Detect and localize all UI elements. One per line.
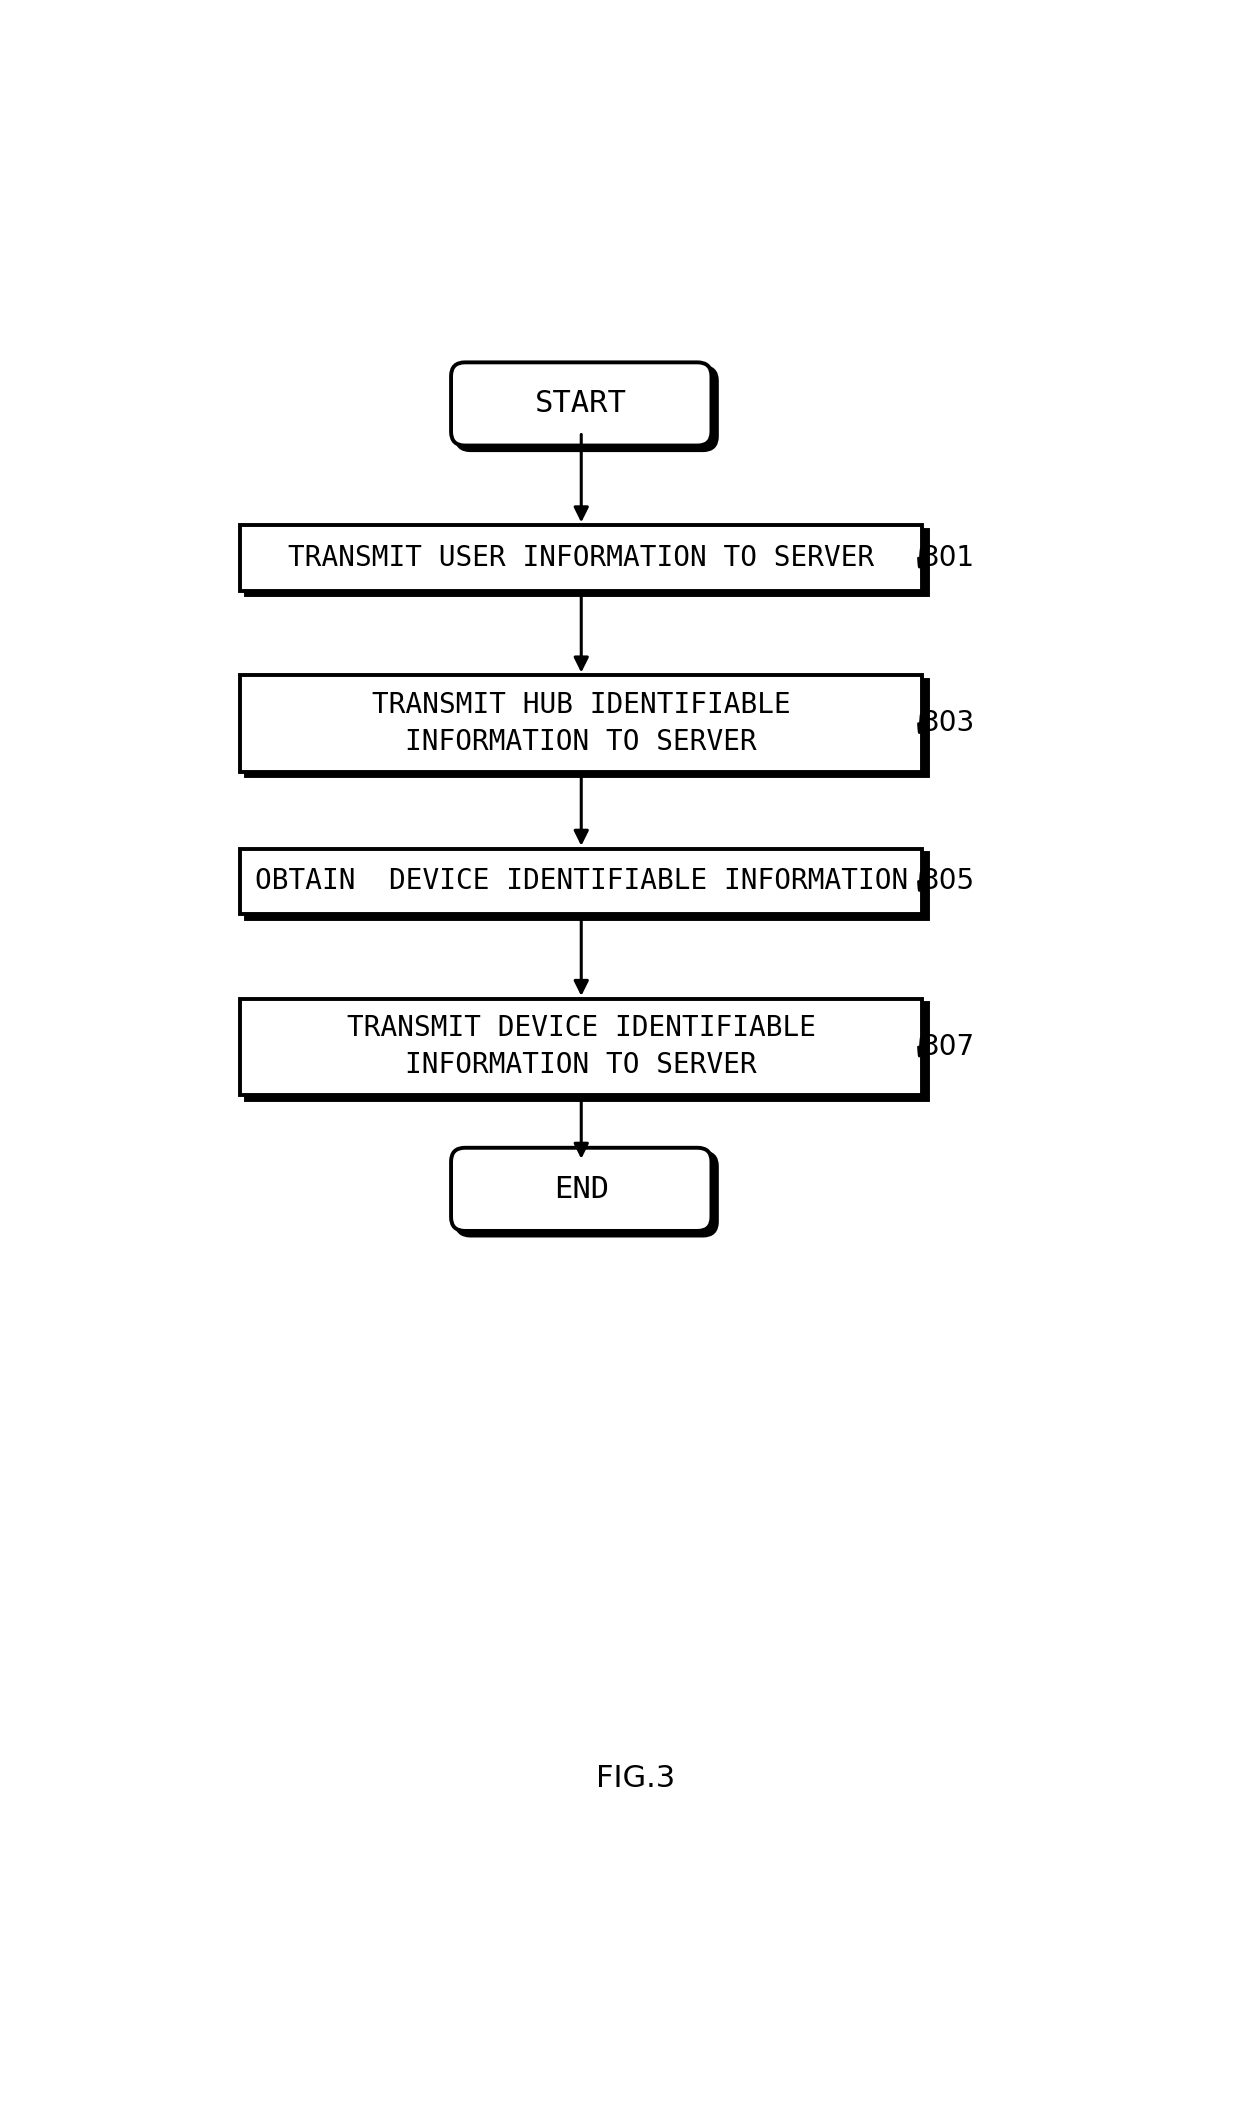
Text: TRANSMIT DEVICE IDENTIFIABLE
INFORMATION TO SERVER: TRANSMIT DEVICE IDENTIFIABLE INFORMATION… — [347, 1015, 816, 1079]
Bar — [246, 1003, 928, 1100]
Text: 307: 307 — [923, 1032, 976, 1062]
FancyBboxPatch shape — [451, 362, 712, 446]
Text: 303: 303 — [923, 709, 976, 738]
Bar — [241, 525, 923, 590]
FancyBboxPatch shape — [451, 1148, 712, 1231]
Bar — [246, 681, 928, 776]
Text: OBTAIN  DEVICE IDENTIFIABLE INFORMATION: OBTAIN DEVICE IDENTIFIABLE INFORMATION — [254, 867, 908, 895]
Text: TRANSMIT HUB IDENTIFIABLE
INFORMATION TO SERVER: TRANSMIT HUB IDENTIFIABLE INFORMATION TO… — [372, 692, 791, 755]
Bar — [241, 998, 923, 1096]
Bar — [246, 531, 928, 594]
Bar — [241, 675, 923, 772]
FancyBboxPatch shape — [456, 1153, 717, 1235]
Text: START: START — [536, 389, 627, 419]
FancyBboxPatch shape — [456, 368, 717, 450]
Text: FIG.3: FIG.3 — [596, 1764, 675, 1794]
Text: 301: 301 — [923, 544, 976, 571]
Bar — [241, 848, 923, 914]
Text: TRANSMIT USER INFORMATION TO SERVER: TRANSMIT USER INFORMATION TO SERVER — [288, 544, 874, 571]
Text: END: END — [554, 1174, 609, 1203]
Text: 305: 305 — [923, 867, 976, 895]
Bar — [246, 852, 928, 918]
